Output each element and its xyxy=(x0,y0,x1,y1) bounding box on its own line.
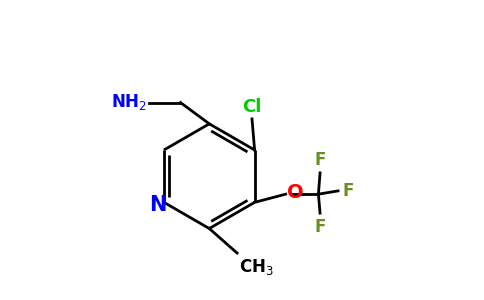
Text: F: F xyxy=(315,218,326,236)
Text: NH$_2$: NH$_2$ xyxy=(111,92,147,112)
Text: N: N xyxy=(150,195,167,215)
Text: F: F xyxy=(343,182,354,200)
Text: O: O xyxy=(287,183,303,202)
Text: CH$_3$: CH$_3$ xyxy=(239,257,273,277)
Text: F: F xyxy=(315,151,326,169)
Text: Cl: Cl xyxy=(242,98,262,116)
